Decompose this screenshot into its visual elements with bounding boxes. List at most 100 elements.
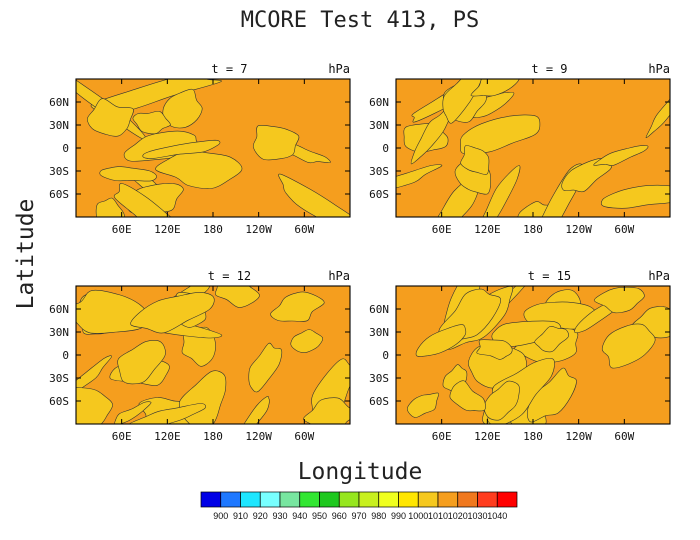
x-tick-label: 180 <box>523 223 543 236</box>
y-tick-label: 0 <box>62 142 69 155</box>
contour-region <box>600 184 670 209</box>
colorbar-swatch <box>477 491 498 508</box>
contour-region <box>303 397 350 424</box>
colorbar-label: 930 <box>272 511 287 521</box>
contour-region <box>415 324 467 357</box>
x-axis-label: Longitude <box>298 459 423 485</box>
contour-region <box>128 403 206 424</box>
y-tick-label: 30N <box>49 119 69 132</box>
colorbar-swatch <box>417 491 439 508</box>
contour-region <box>396 164 443 189</box>
contour-region <box>142 139 221 159</box>
contour-region <box>460 145 490 175</box>
x-tick-label: 180 <box>523 430 543 443</box>
colorbar-swatch <box>398 491 419 508</box>
contour-region <box>645 98 670 138</box>
contour-region <box>130 291 215 334</box>
contour-region <box>155 150 243 190</box>
colorbar-swatch <box>200 491 222 508</box>
colorbar-swatch <box>240 491 261 508</box>
colorbar-label: 990 <box>391 511 406 521</box>
x-tick-label: 60W <box>294 223 314 236</box>
x-tick-label: 60E <box>432 430 452 443</box>
panel-title: t = 12 <box>208 269 251 283</box>
y-tick-label: 30S <box>49 165 69 178</box>
contour-region <box>243 396 270 424</box>
contour-region <box>483 380 520 421</box>
contour-region <box>95 197 125 217</box>
contour-region <box>601 323 656 369</box>
y-tick-label: 60N <box>49 303 69 316</box>
colorbar-label: 1020 <box>448 511 468 521</box>
contour-region <box>593 286 645 314</box>
panel-title: t = 9 <box>531 62 567 76</box>
contour-region <box>482 165 521 217</box>
contour-region <box>593 145 649 166</box>
y-tick-label: 0 <box>382 142 389 155</box>
x-tick-label: 60E <box>112 223 132 236</box>
contour-region <box>534 325 569 353</box>
contour-region <box>460 114 541 155</box>
colorbar-label: 970 <box>351 511 366 521</box>
contour-region <box>561 158 612 193</box>
y-tick-label: 60S <box>369 395 389 408</box>
contour-region <box>214 286 260 308</box>
colorbar-label: 960 <box>332 511 347 521</box>
contour-region <box>132 110 171 135</box>
colorbar-swatch <box>496 491 518 508</box>
contour-region <box>270 291 325 322</box>
colorbar-swatch <box>259 491 281 508</box>
colorbar-label: 920 <box>253 511 268 521</box>
colorbar-label: 1010 <box>428 511 448 521</box>
colorbar-label: 910 <box>233 511 248 521</box>
colorbar-swatch <box>457 491 478 508</box>
contour-region <box>410 105 452 165</box>
colorbar: 900 910 920 930 940 950 960 970 980 990 1000 1010 10… <box>200 491 518 521</box>
y-tick-label: 60N <box>369 303 389 316</box>
x-tick-label: 120W <box>565 430 592 443</box>
colorbar-swatch <box>299 491 320 508</box>
colorbar-swatch <box>358 491 380 508</box>
contour-region <box>526 367 577 423</box>
contour-region <box>76 387 113 424</box>
contour-region <box>76 355 112 393</box>
colorbar-label: 900 <box>213 511 228 521</box>
contour-region <box>86 98 134 137</box>
contour-region <box>99 166 157 182</box>
colorbar-label: 950 <box>312 511 327 521</box>
contour-region <box>290 329 324 354</box>
x-tick-label: 60E <box>112 430 132 443</box>
y-tick-label: 0 <box>382 349 389 362</box>
x-tick-label: 60W <box>614 430 634 443</box>
colorbar-label: 1040 <box>487 511 507 521</box>
x-tick-label: 120E <box>474 430 501 443</box>
y-tick-label: 30N <box>369 326 389 339</box>
y-tick-label: 30N <box>369 119 389 132</box>
x-tick-label: 120W <box>565 223 592 236</box>
contour-region <box>248 342 283 393</box>
contour-region <box>278 173 350 217</box>
colorbar-swatch <box>378 491 399 508</box>
contour-region <box>476 339 513 360</box>
contour-region <box>406 392 439 418</box>
x-tick-label: 120E <box>154 223 181 236</box>
panel: 60E 120E 180 120W 60W 60N 30N 0 30S 60S t = 7 hPa <box>49 62 351 236</box>
x-tick-label: 120W <box>245 223 272 236</box>
colorbar-swatch <box>437 491 459 508</box>
colorbar-label: 980 <box>371 511 386 521</box>
contour-region <box>76 289 149 334</box>
x-tick-label: 60E <box>432 223 452 236</box>
y-tick-label: 60S <box>49 188 69 201</box>
panel-title: t = 7 <box>211 62 247 76</box>
x-tick-label: 120E <box>474 223 501 236</box>
y-tick-label: 30N <box>49 326 69 339</box>
colorbar-swatch <box>279 491 301 508</box>
panel-title: t = 15 <box>528 269 571 283</box>
y-tick-label: 30S <box>369 372 389 385</box>
y-tick-label: 60S <box>49 395 69 408</box>
figure-title: MCORE Test 413, PS <box>241 8 479 33</box>
contour-region <box>252 124 300 161</box>
panel: 60E 120E 180 120W 60W 60N 30N 0 30S 60S t = 9 hPa <box>369 62 671 236</box>
